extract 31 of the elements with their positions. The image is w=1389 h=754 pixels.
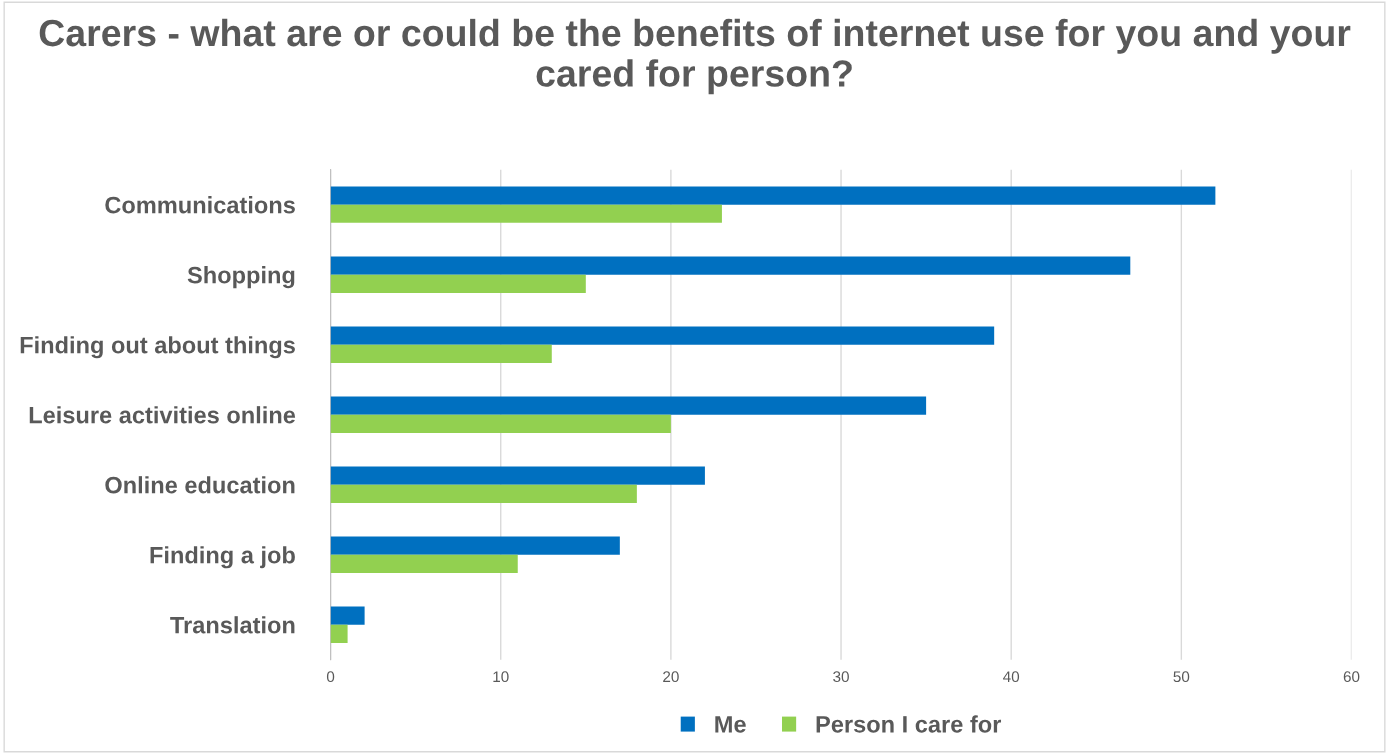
x-tick-label: 0 <box>326 671 335 683</box>
x-tick-label: 10 <box>493 671 509 683</box>
bar <box>330 484 637 503</box>
bar <box>330 204 722 223</box>
bar <box>330 414 671 433</box>
bar <box>330 554 518 573</box>
y-tick-label: Communications <box>105 196 295 214</box>
y-tick-label: Finding a job <box>150 546 295 569</box>
bar <box>330 256 1131 275</box>
bar <box>330 624 348 643</box>
x-tick-label: 40 <box>1003 671 1020 683</box>
bar <box>330 536 620 555</box>
bar <box>330 606 365 625</box>
x-tick-label: 20 <box>663 671 679 683</box>
y-tick-label: Finding out about things <box>20 336 295 359</box>
y-tick-label: Shopping <box>187 266 295 289</box>
y-tick-label: Online education <box>105 476 295 494</box>
x-tick-label: 50 <box>1173 671 1190 683</box>
legend-label: Person I care for <box>816 715 1002 733</box>
bar <box>330 326 995 345</box>
legend-label: Me <box>715 716 746 733</box>
bar <box>330 274 586 293</box>
bar <box>330 344 552 363</box>
y-tick-label: Translation <box>170 616 295 634</box>
bar <box>330 186 1216 205</box>
y-tick-label: Leisure activities online <box>29 406 296 424</box>
x-tick-label: 30 <box>833 671 849 683</box>
chart-title: Carers - what are or could be the benefits of internet use for you and your cared for person? <box>39 18 1351 95</box>
bar <box>330 466 705 485</box>
x-tick-label: 60 <box>1343 671 1360 683</box>
bar <box>330 396 927 415</box>
